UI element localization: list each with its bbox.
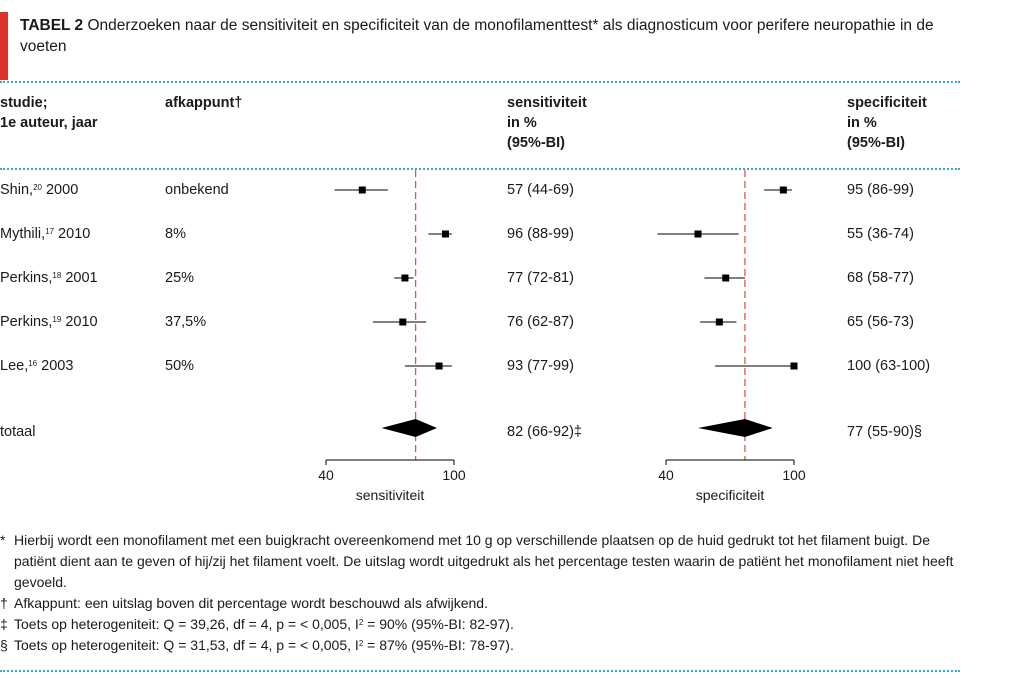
header-specificity: specificiteit in % (95%-BI): [847, 95, 927, 151]
sensitivity-value: 57 (44-69): [507, 182, 574, 198]
study-name: Perkins,18 2001: [0, 270, 98, 286]
sensitivity-value: 93 (77-99): [507, 358, 574, 374]
specificity-total-value: 77 (55-90)§: [847, 424, 922, 440]
header-study: studie; 1e auteur, jaar: [0, 95, 98, 131]
cutoff-value: 50%: [165, 358, 195, 374]
sensitivity-value: 77 (72-81): [507, 270, 574, 286]
sensitivity-forest-plot: 40 100 sensitiviteit: [318, 170, 466, 503]
study-name: Shin,20 2000: [0, 182, 79, 198]
x-axis-label: sensitiviteit: [356, 487, 425, 503]
header-sensitivity: sensitiviteit in % (95%-BI): [507, 95, 587, 151]
table-title-text: Onderzoeken naar de sensitiviteit en spe…: [20, 17, 934, 55]
point-estimate: [399, 318, 407, 326]
pooled-diamond: [698, 419, 773, 437]
footnote-section: § Toets op heterogeniteit: Q = 31,53, df …: [0, 637, 514, 653]
footnote-star: * Hierbij wordt een monofilament met een …: [0, 532, 954, 590]
x-tick-label: 40: [658, 467, 674, 483]
total-label: totaal: [0, 424, 36, 440]
point-estimate: [715, 318, 723, 326]
rule-header: [0, 168, 960, 170]
study-name: Perkins,19 2010: [0, 314, 98, 330]
point-estimate: [790, 362, 798, 370]
pooled-diamond: [381, 419, 437, 437]
specificity-value: 65 (56-73): [847, 314, 914, 330]
specificity-value: 68 (58-77): [847, 270, 914, 286]
sensitivity-value: 76 (62-87): [507, 314, 574, 330]
point-estimate: [694, 230, 702, 238]
x-tick-label: 100: [782, 467, 806, 483]
point-estimate: [401, 274, 409, 282]
study-name: Mythili,17 2010: [0, 226, 91, 242]
title-accent-bar: [0, 12, 8, 80]
specificity-value: 55 (36-74): [847, 226, 914, 242]
table-label: TABEL 2: [20, 17, 84, 34]
footnote-dagger: † Afkappunt: een uitslag boven dit percen…: [0, 595, 488, 611]
cutoff-value: 25%: [165, 270, 195, 286]
point-estimate: [358, 186, 366, 194]
x-axis-label: specificiteit: [696, 487, 765, 503]
rule-top: [0, 81, 960, 83]
point-estimate: [779, 186, 787, 194]
header-cutoff: afkappunt†: [165, 95, 243, 111]
sensitivity-total-value: 82 (66-92)‡: [507, 424, 582, 440]
x-tick-label: 40: [318, 467, 334, 483]
cutoff-value: 8%: [165, 226, 186, 242]
point-estimate: [435, 362, 443, 370]
specificity-value: 95 (86-99): [847, 182, 914, 198]
study-name: Lee,16 2003: [0, 358, 74, 374]
cutoff-value: onbekend: [165, 182, 229, 198]
footnote-double-dagger: ‡ Toets op heterogeniteit: Q = 39,26, df …: [0, 616, 514, 632]
footnotes: * Hierbij wordt een monofilament met een …: [0, 530, 960, 656]
specificity-value: 100 (63-100): [847, 358, 931, 374]
table-title: TABEL 2 Onderzoeken naar de sensitivitei…: [20, 15, 980, 57]
x-tick-label: 100: [442, 467, 466, 483]
sensitivity-value: 96 (88-99): [507, 226, 574, 242]
specificity-forest-plot: 40 100 specificiteit: [657, 170, 806, 503]
point-estimate: [722, 274, 730, 282]
rule-bottom: [0, 670, 960, 672]
point-estimate: [441, 230, 449, 238]
cutoff-value: 37,5%: [165, 314, 207, 330]
